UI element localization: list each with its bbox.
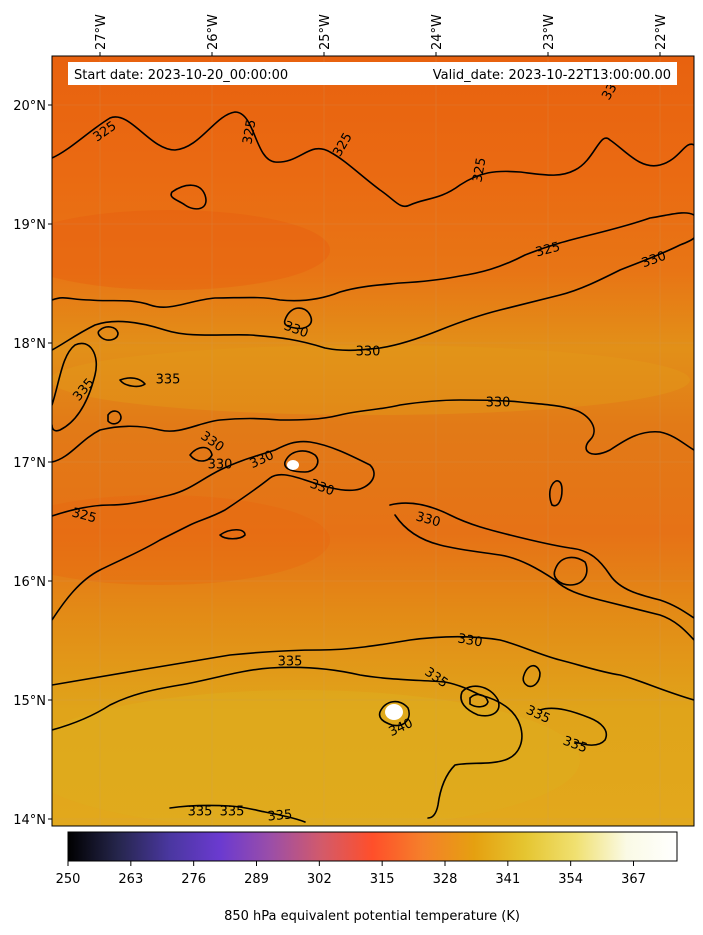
- start-date-text: Start date: 2023-10-20_00:00:00: [74, 68, 288, 83]
- contour-label: 335: [220, 805, 245, 820]
- header-box: Start date: 2023-10-20_00:00:00 Valid_da…: [68, 62, 677, 85]
- lat-label: 18°N: [13, 337, 46, 352]
- lon-label: 26°W: [206, 14, 221, 50]
- map-frame: [51, 55, 695, 827]
- temperature-field: [52, 56, 694, 826]
- longitude-labels: 27°W 26°W 25°W 24°W 23°W 22°W: [94, 14, 669, 56]
- contour-label: 33: [599, 81, 620, 103]
- contour-label: 325: [534, 240, 562, 261]
- contour-label: 330: [414, 510, 442, 531]
- colorbar-tick-label: 276: [181, 872, 206, 887]
- contour-label: 335: [156, 373, 181, 388]
- lon-label: 27°W: [94, 14, 109, 50]
- colorbar-label: 850 hPa equivalent potential temperature…: [224, 909, 520, 924]
- contour-label: 330: [208, 458, 233, 473]
- colorbar-tick-label: 289: [244, 872, 269, 887]
- contour-label: 330: [356, 345, 381, 360]
- colorbar-ticks: 250 263 276 289 302 315 328 341 354 367: [56, 861, 646, 887]
- lat-label: 17°N: [13, 456, 46, 471]
- lon-label: 23°W: [542, 14, 557, 50]
- contour-label: 330: [486, 396, 511, 411]
- contour-label: 335: [267, 807, 293, 824]
- contour-label: 325: [70, 506, 98, 527]
- lat-label: 16°N: [13, 575, 46, 590]
- colorbar-tick-label: 354: [558, 872, 583, 887]
- colorbar-tick-label: 328: [433, 872, 458, 887]
- colorbar-tick-label: 367: [621, 872, 646, 887]
- lat-label: 20°N: [13, 99, 46, 114]
- lat-label: 15°N: [13, 694, 46, 709]
- contour-label: 330: [456, 631, 483, 650]
- lat-label: 14°N: [13, 813, 46, 828]
- colorbar-tick-label: 341: [495, 872, 520, 887]
- colorbar-tick-label: 302: [307, 872, 332, 887]
- colorbar: 250 263 276 289 302 315 328 341 354 367 850 hPa e…: [56, 831, 678, 924]
- contour-label: 335: [188, 805, 213, 820]
- colorbar-bar: [67, 831, 678, 862]
- contour-label: 335: [278, 655, 303, 670]
- contour-label: 325: [240, 118, 259, 145]
- colorbar-tick-label: 263: [118, 872, 143, 887]
- contour-lines: [52, 111, 694, 823]
- lon-label: 25°W: [318, 14, 333, 50]
- colorbar-tick-label: 315: [370, 872, 395, 887]
- lat-label: 19°N: [13, 218, 46, 233]
- lon-label: 22°W: [654, 14, 669, 50]
- latitude-labels: 20°N 19°N 18°N 17°N 16°N 15°N 14°N: [13, 99, 52, 828]
- contour-label: 325: [470, 156, 489, 183]
- valid-date-text: Valid_date: 2023-10-22T13:00:00.00: [433, 68, 671, 83]
- lon-label: 24°W: [430, 14, 445, 50]
- colorbar-tick-label: 250: [56, 872, 81, 887]
